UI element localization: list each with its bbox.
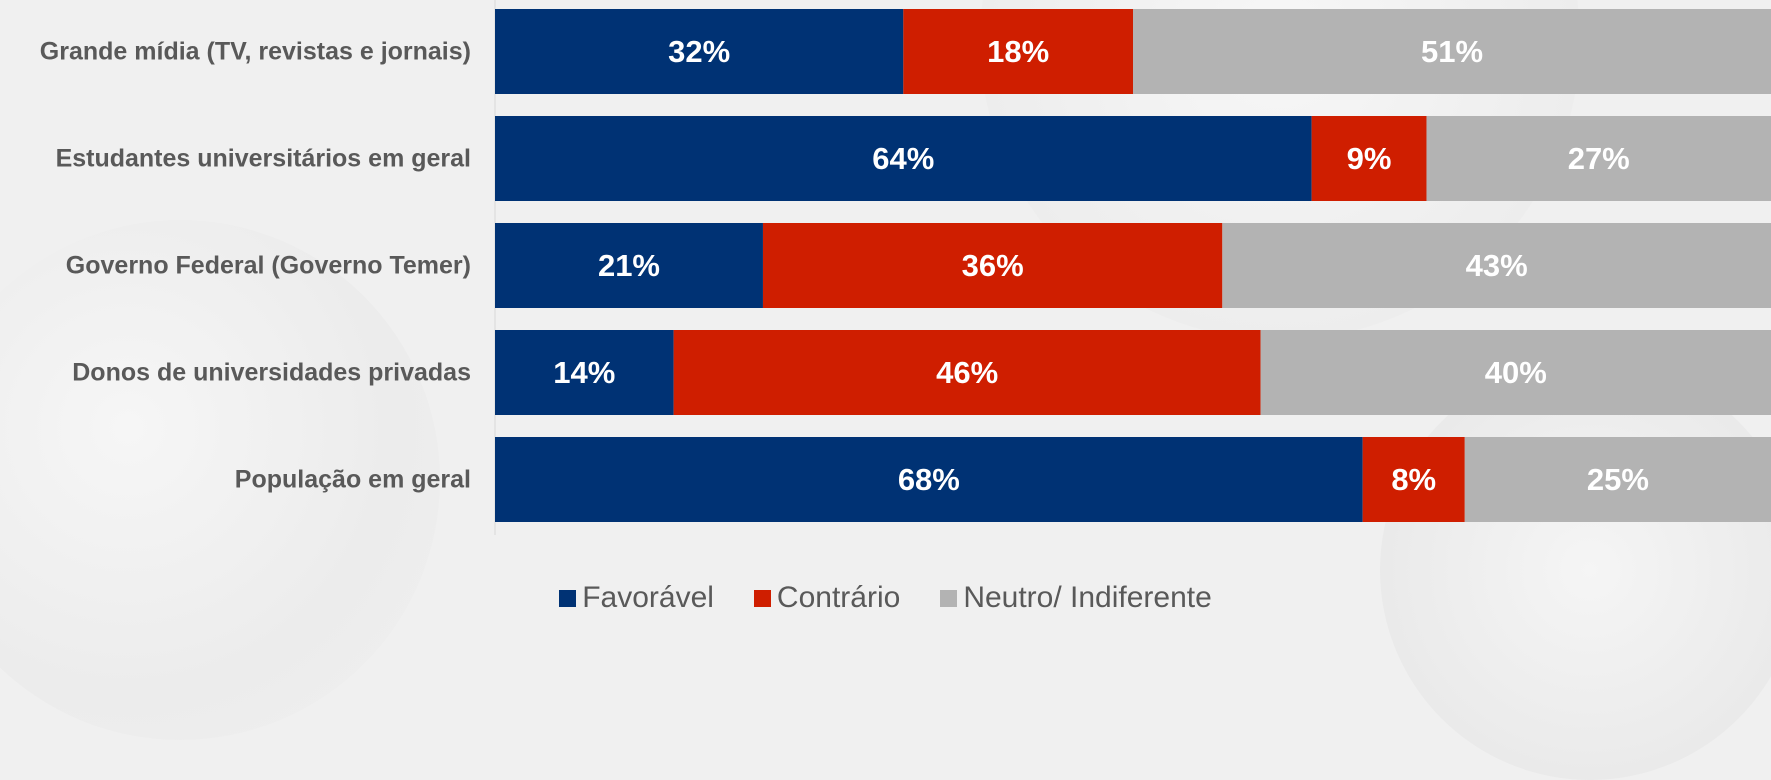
bar-segment xyxy=(903,9,1133,94)
bar-segment xyxy=(495,437,1363,522)
bar-segment xyxy=(762,223,1223,308)
stacked-bar-chart: Grande mídia (TV, revistas e jornais) 32%… xyxy=(40,0,1771,535)
data-label: 21% xyxy=(598,248,660,283)
chart-legend: Favorável Contrário Neutro/ Indiferente xyxy=(0,580,1771,616)
legend-swatch-favoravel xyxy=(559,589,577,607)
legend-item-neutro: Neutro/ Indiferente xyxy=(940,580,1212,616)
data-label: 36% xyxy=(962,248,1024,283)
bar-segment xyxy=(495,9,904,94)
bar-segment xyxy=(1260,330,1771,415)
bar-segment xyxy=(1362,437,1465,522)
bar-segment xyxy=(1464,437,1771,522)
legend-swatch-neutro xyxy=(940,589,958,607)
legend-label-favoravel: Favorável xyxy=(582,581,714,614)
legend-swatch-contrario xyxy=(753,589,771,607)
category-label: Estudantes universitários em geral xyxy=(56,145,471,173)
data-label: 14% xyxy=(553,355,615,390)
data-label: 46% xyxy=(936,355,998,390)
data-label: 32% xyxy=(668,34,730,69)
category-label: Governo Federal (Governo Temer) xyxy=(66,252,471,280)
bar-segment xyxy=(495,223,763,308)
data-label: 68% xyxy=(898,462,960,497)
data-label: 8% xyxy=(1391,462,1436,497)
legend-label-neutro: Neutro/ Indiferente xyxy=(963,581,1212,614)
data-label: 51% xyxy=(1421,34,1483,69)
data-label: 27% xyxy=(1568,141,1630,176)
category-label: População em geral xyxy=(235,466,471,494)
bar-segment xyxy=(1311,116,1427,201)
data-label: 40% xyxy=(1485,355,1547,390)
data-label: 18% xyxy=(987,34,1049,69)
data-label: 25% xyxy=(1587,462,1649,497)
legend-label-contrario: Contrário xyxy=(776,581,901,614)
data-label: 9% xyxy=(1347,141,1392,176)
bar-segment xyxy=(1426,116,1771,201)
bar-segment xyxy=(1222,223,1771,308)
bar-segment xyxy=(673,330,1261,415)
bar-segment xyxy=(495,116,1312,201)
legend-item-favoravel: Favorável xyxy=(559,580,714,616)
category-label: Grande mídia (TV, revistas e jornais) xyxy=(40,38,471,66)
bar-segment xyxy=(495,330,674,415)
legend-item-contrario: Contrário xyxy=(753,580,901,616)
data-label: 64% xyxy=(872,141,934,176)
data-label: 43% xyxy=(1466,248,1528,283)
category-label: Donos de universidades privadas xyxy=(72,359,471,387)
bar-segment xyxy=(1133,9,1771,94)
